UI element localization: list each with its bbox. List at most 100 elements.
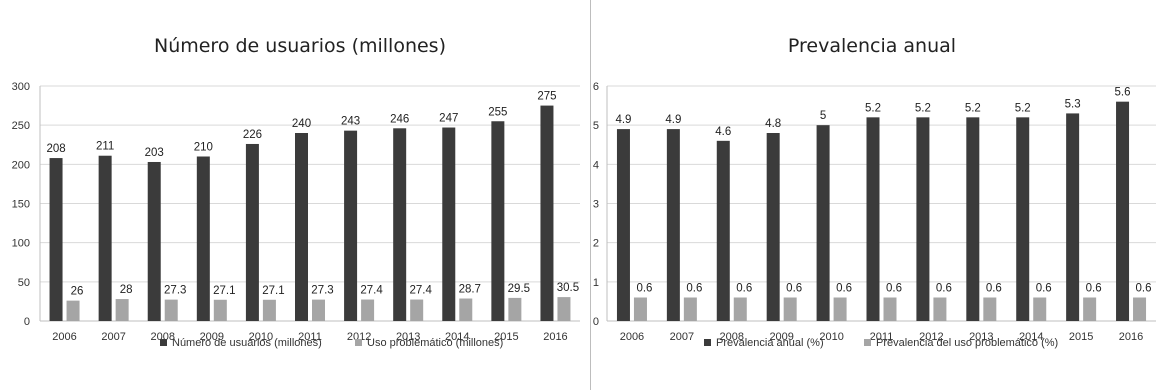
data-label: 4.8 — [765, 118, 781, 130]
data-label: 27.3 — [311, 285, 333, 297]
y-tick-label: 50 — [18, 277, 30, 289]
legend-swatch — [704, 339, 711, 346]
y-tick-label: 150 — [12, 199, 30, 211]
y-tick-label: 3 — [593, 199, 599, 211]
data-label: 0.6 — [786, 283, 802, 295]
bar-series-1 — [1016, 117, 1030, 321]
bar-series-1 — [540, 105, 554, 321]
x-tick-label: 2006 — [52, 331, 76, 343]
data-label: 247 — [439, 113, 458, 125]
bar-series-2 — [1033, 297, 1047, 321]
x-tick-label: 2010 — [819, 331, 843, 343]
x-tick-label: 2012 — [919, 331, 943, 343]
bar-series-1 — [295, 133, 308, 321]
x-tick-label: 2011 — [870, 331, 894, 343]
users-chart-panel: Número de usuarios (millones) 0 50 100 150 20… — [11, 0, 591, 390]
bar-series-1 — [442, 127, 456, 322]
data-label: 226 — [243, 129, 262, 141]
legend-label: Prevalencia anual (%) — [716, 337, 824, 349]
data-label: 240 — [292, 118, 311, 130]
y-tick-label: 5 — [593, 120, 599, 132]
bar-series-1 — [245, 143, 259, 321]
bar-series-1 — [916, 117, 930, 321]
data-label: 5.6 — [1115, 87, 1131, 99]
legend-swatch — [355, 339, 362, 346]
legend-swatch — [864, 339, 871, 346]
y-tick-label: 100 — [12, 238, 30, 250]
data-label: 5.2 — [865, 102, 881, 114]
data-label: 243 — [341, 116, 360, 128]
data-label: 0.6 — [836, 283, 852, 295]
data-label: 5.2 — [1015, 102, 1031, 114]
bar-series-2 — [361, 299, 375, 321]
y-tick-label: 6 — [593, 81, 599, 93]
data-label: 27.4 — [409, 285, 432, 297]
bar-series-2 — [115, 299, 129, 321]
data-label: 255 — [488, 106, 507, 118]
y-tick-label: 200 — [12, 159, 30, 171]
data-label: 5 — [820, 110, 826, 122]
x-tick-label: 2009 — [200, 331, 224, 343]
bar-series-2 — [312, 299, 325, 321]
legend-swatch — [160, 339, 167, 346]
bar-series-1 — [966, 117, 980, 321]
legend-label: Prevalencia del uso problemático (%) — [876, 337, 1058, 349]
x-tick-label: 2007 — [670, 331, 694, 343]
x-tick-label: 2013 — [969, 331, 993, 343]
y-tick-label: 2 — [593, 238, 599, 250]
x-tick-label: 2014 — [1019, 331, 1043, 343]
bar-series-1 — [49, 158, 63, 321]
x-tick-label: 2012 — [347, 331, 371, 343]
x-tick-label: 2014 — [445, 331, 469, 343]
data-label: 28 — [120, 284, 133, 296]
bar-series-2 — [833, 297, 847, 321]
bar-series-2 — [1083, 297, 1097, 321]
data-label: 27.4 — [360, 285, 383, 297]
bar-series-1 — [866, 117, 880, 321]
bar-series-2 — [66, 300, 80, 321]
data-label: 27.3 — [164, 285, 186, 297]
data-label: 246 — [390, 113, 409, 125]
y-tick-label: 0 — [593, 316, 599, 328]
data-label: 29.5 — [508, 283, 530, 295]
bar-series-2 — [633, 297, 647, 321]
x-tick-label: 2007 — [101, 331, 125, 343]
bar-series-2 — [213, 299, 227, 321]
y-tick-label: 1 — [593, 277, 599, 289]
x-tick-label: 2016 — [1119, 331, 1143, 343]
data-label: 4.6 — [715, 126, 731, 138]
bar-series-1 — [766, 133, 780, 321]
bar-series-2 — [933, 297, 947, 321]
bar-series-2 — [983, 297, 997, 321]
bar-series-1 — [1116, 101, 1130, 322]
data-label: 5.2 — [965, 102, 981, 114]
bar-series-1 — [147, 161, 161, 321]
data-label: 0.6 — [686, 283, 702, 295]
y-tick-label: 0 — [24, 316, 30, 328]
chart-title: Prevalencia anual — [788, 35, 956, 57]
bar-series-1 — [393, 128, 407, 321]
x-tick-label: 2008 — [150, 331, 174, 343]
data-label: 26 — [71, 286, 84, 298]
bar-series-2 — [883, 297, 897, 321]
data-label: 203 — [145, 147, 164, 159]
y-tick-label: 4 — [593, 159, 599, 171]
bar-series-2 — [733, 297, 747, 321]
data-label: 0.6 — [1086, 283, 1102, 295]
bar-series-2 — [410, 299, 424, 321]
data-label: 27.1 — [213, 285, 235, 297]
data-label: 4.9 — [665, 114, 681, 126]
data-label: 0.6 — [1036, 283, 1052, 295]
x-tick-label: 2016 — [543, 331, 567, 343]
x-tick-label: 2008 — [720, 331, 744, 343]
bar-series-1 — [344, 130, 358, 321]
data-label: 0.6 — [986, 283, 1002, 295]
bar-series-1 — [666, 129, 680, 321]
x-tick-label: 2010 — [249, 331, 273, 343]
data-label: 4.9 — [615, 114, 631, 126]
chart-title: Número de usuarios (millones) — [154, 35, 446, 57]
x-tick-label: 2015 — [494, 331, 518, 343]
prevalence-chart-panel: Prevalencia anual 0 1 2 3 4 5 6 2006 4.9 0.6 2007 4.… — [591, 0, 1164, 390]
bar-series-2 — [164, 299, 178, 321]
